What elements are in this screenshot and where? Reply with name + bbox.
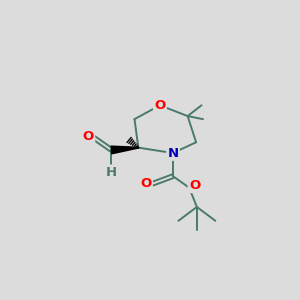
Text: O: O [154,99,166,112]
Text: O: O [140,177,152,190]
Text: O: O [189,179,200,192]
Polygon shape [111,146,138,154]
Text: O: O [83,130,94,142]
Text: N: N [167,146,178,160]
Text: H: H [106,166,117,179]
